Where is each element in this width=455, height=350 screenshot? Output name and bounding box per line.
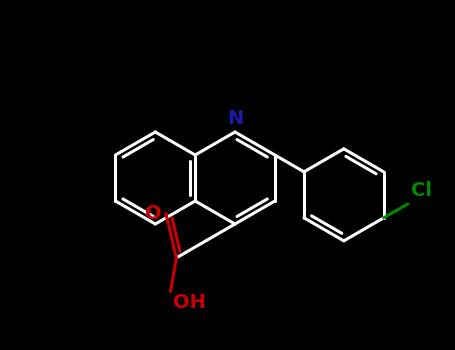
Text: N: N <box>227 109 243 128</box>
Text: OH: OH <box>172 294 205 313</box>
Text: Cl: Cl <box>411 181 432 200</box>
Text: O: O <box>145 204 162 223</box>
